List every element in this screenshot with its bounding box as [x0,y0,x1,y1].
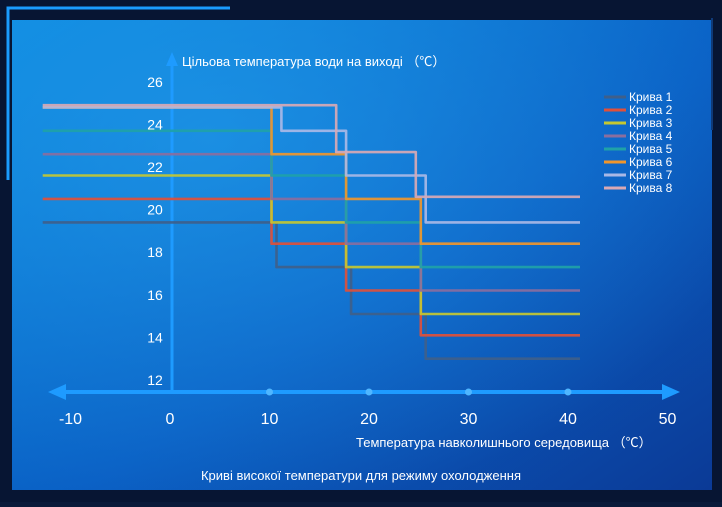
series-line-8 [42,103,580,199]
legend-label-4: Крива 4 [629,129,673,143]
legend-label-5: Крива 5 [629,142,673,156]
x-tick-label: 20 [360,411,378,428]
x-tick-dot [564,388,572,396]
x-tick-label: 50 [659,411,677,428]
legend-label-1: Крива 1 [629,90,673,104]
x-tick-label: 0 [166,411,175,428]
y-tick-label: 22 [147,159,163,175]
legend-label-7: Крива 7 [629,168,673,182]
frame-corner-top-left [6,6,230,180]
x-tick-label: 40 [559,411,577,428]
x-tick-label: 10 [261,411,279,428]
y-tick-label: 16 [147,287,163,303]
x-tick-label: -10 [59,411,82,428]
chart-footer-caption: Криві високої температури для режиму охо… [200,468,522,483]
x-axis-right-arrow [662,384,680,400]
y-tick-label: 20 [147,202,163,218]
x-tick-dot [365,388,373,396]
y-tick-label: 26 [147,74,163,90]
y-tick-label: 24 [147,116,163,132]
x-axis-label: Температура навколишнього середовища （℃） [356,435,652,450]
x-axis-left-arrow [48,384,66,400]
y-axis-arrow [166,52,178,66]
x-tick-label: 30 [460,411,478,428]
y-axis-label: Цільова температура води на виході （℃） [182,54,445,69]
legend-label-8: Крива 8 [629,181,673,195]
y-tick-label: 14 [147,329,163,345]
series-layer [42,103,580,361]
y-tick-label: 12 [147,372,163,388]
legend-label-2: Крива 2 [629,103,673,117]
x-tick-dot [266,388,273,396]
legend-label-6: Крива 6 [629,155,673,169]
axes-group: -10 0 10 20 30 40 50 12 14 16 18 20 22 24 26 [48,52,680,428]
x-tick-dot [465,388,472,396]
chart-panel-glow [12,20,712,490]
y-tick-label: 18 [147,244,163,260]
legend-label-3: Крива 3 [629,116,673,130]
